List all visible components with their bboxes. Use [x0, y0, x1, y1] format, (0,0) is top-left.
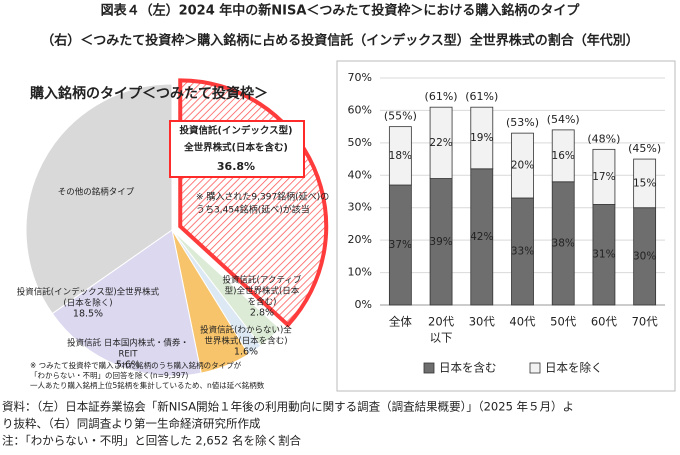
- slice-value: 1.6%: [234, 347, 258, 358]
- slice-label: 投資信託(わからない)全: [200, 325, 292, 336]
- bar-value-label: 42%: [470, 231, 493, 243]
- x-tick-label: 20代: [428, 315, 455, 329]
- bar-value-label: 20%: [511, 160, 534, 172]
- x-tick-label: 70代: [632, 315, 659, 329]
- slice-label: 投資信託 日本国内株式・債券・: [67, 338, 189, 349]
- bar-value-label: 31%: [592, 249, 615, 261]
- slice-value: 18.5%: [73, 309, 103, 320]
- note: り抜粋、（右）同調査より第一生命経済研究所作成: [2, 417, 261, 431]
- y-tick-label: 30%: [348, 201, 372, 214]
- bar-segment: [551, 129, 575, 183]
- annotation: うち3,454銘柄(延べ)が該当: [196, 204, 310, 216]
- bar-value-label: 38%: [552, 237, 575, 249]
- bar-segment: [470, 106, 494, 170]
- slice-label: その他の銘柄タイプ: [58, 187, 135, 198]
- note: 注：「わからない・不明」と回答した 2,652 名を除く割合: [2, 434, 301, 448]
- bar-value-label: 16%: [552, 150, 575, 162]
- bar-value-label: 33%: [511, 245, 534, 257]
- x-tick-label: 40代: [509, 315, 536, 329]
- bar-segment: [592, 148, 616, 205]
- total-label: (45%): [628, 142, 661, 155]
- footnote: 「わからない・不明」の回答を除く(n=9,397): [30, 370, 188, 380]
- bar-value-label: 15%: [633, 177, 656, 189]
- legend-label: 日本を含む: [439, 361, 497, 375]
- slice-label: 全世界株式(日本を含む): [183, 142, 288, 154]
- right-panel: [336, 60, 676, 392]
- annotation: ※ 購入された9,397銘柄(延べ)の: [196, 191, 329, 203]
- slice-label: 投資信託(アクティブ: [223, 275, 302, 286]
- bar-segment: [633, 158, 657, 209]
- y-tick-label: 60%: [348, 103, 372, 116]
- x-tick-label: 30代: [469, 315, 496, 329]
- total-label: (54%): [547, 113, 580, 126]
- slice-label: REIT: [119, 350, 139, 360]
- total-label: (53%): [506, 116, 539, 129]
- pie-slice: [25, 83, 173, 315]
- y-tick-label: 20%: [348, 233, 372, 246]
- bar-value-label: 30%: [633, 250, 656, 262]
- total-label: (61%): [425, 90, 458, 103]
- callout-box: [169, 120, 305, 178]
- bar-value-label: 39%: [429, 236, 452, 248]
- y-tick-label: 40%: [348, 168, 372, 181]
- total-label: (61%): [465, 90, 498, 103]
- y-tick-label: 0%: [355, 298, 372, 311]
- x-tick-label: 60代: [591, 315, 618, 329]
- legend-swatch: [529, 362, 541, 374]
- legend-label: 日本を除く: [545, 361, 603, 375]
- bar-segment: [429, 106, 453, 179]
- legend-swatch: [423, 362, 435, 374]
- footnote: 一人あたり購入銘柄上位5銘柄を集計しているため、n値は延べ銘柄数: [30, 380, 265, 390]
- bar-segment: [511, 132, 534, 199]
- pie-title: 購入銘柄のタイプ＜つみたて投資枠＞: [29, 85, 268, 102]
- slice-label: 型)全世界株式(日本: [225, 286, 300, 297]
- bar-value-label: 37%: [389, 239, 412, 251]
- title: 図表４（左）2024 年中の新NISA＜つみたて投資枠＞における購入銘柄のタイプ: [101, 3, 581, 19]
- bar-value-label: 17%: [592, 171, 615, 183]
- slice-label: を含む): [248, 297, 277, 308]
- total-label: (48%): [587, 132, 620, 145]
- slice-label: 世界株式(日本を含む): [204, 336, 287, 347]
- slice-label: (日本を除く): [63, 298, 112, 309]
- slice-value: 5.6%: [116, 360, 140, 371]
- x-tick-label: 50代: [550, 315, 577, 329]
- y-tick-label: 70%: [348, 71, 372, 84]
- subtitle: （右）＜つみたて投資枠＞購入銘柄に占める投資信託（インデックス型）全世界株式の割…: [41, 33, 639, 49]
- note: 資料：（左）日本証券業協会「新NISA開始１年後の利用動向に関する調査（調査結果…: [2, 400, 574, 414]
- total-label: (55%): [384, 110, 417, 123]
- slice-value: 36.8%: [217, 160, 255, 173]
- bar-value-label: 19%: [470, 132, 493, 144]
- footnote: ※ つみたて投資枠で購入された銘柄のうち購入銘柄のタイプが: [30, 360, 242, 370]
- slice-value: 2.8%: [250, 308, 274, 319]
- x-tick-label: 全体: [389, 315, 412, 329]
- x-tick-label: 以下: [430, 331, 453, 345]
- bar-segment: [388, 126, 412, 186]
- slice-label: 投資信託(インデックス型)全世界株式: [17, 287, 160, 298]
- bar-value-label: 18%: [389, 150, 412, 162]
- slice-label: 投資信託(インデックス型): [180, 125, 293, 137]
- bar-value-label: 22%: [429, 137, 452, 149]
- y-tick-label: 50%: [348, 136, 372, 149]
- y-tick-label: 10%: [348, 266, 372, 279]
- pie-slice: [51, 229, 202, 377]
